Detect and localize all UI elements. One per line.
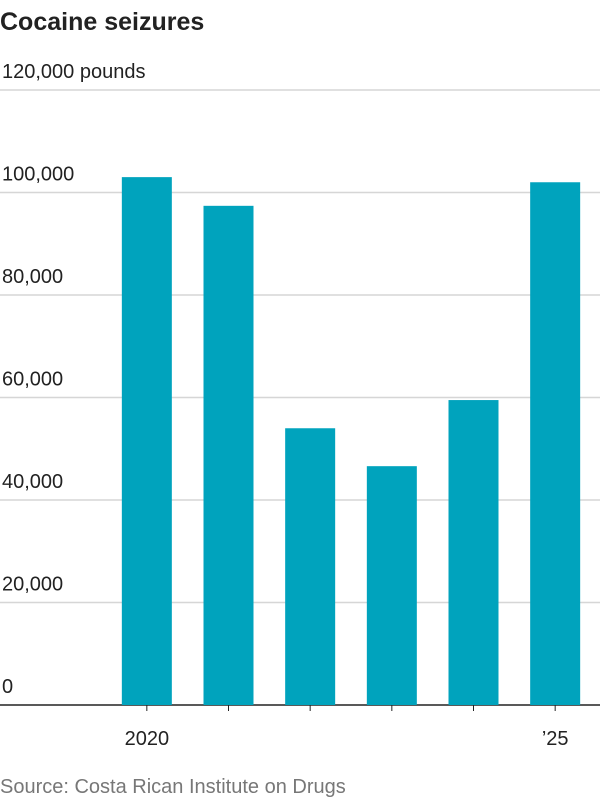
x-tick-label: ’25 (542, 728, 569, 750)
bar (366, 466, 417, 705)
y-tick-label: 20,000 (2, 574, 63, 596)
y-tick-label: 80,000 (2, 266, 63, 288)
y-tick-label: 120,000 pounds (2, 61, 145, 83)
bar (203, 205, 254, 705)
bar (285, 428, 336, 705)
chart-title: Cocaine seizures (0, 8, 204, 36)
x-tick-label: 2020 (125, 728, 170, 750)
y-tick-label: 100,000 (2, 164, 74, 186)
bar (530, 182, 581, 705)
bar (121, 177, 172, 705)
y-tick-label: 40,000 (2, 471, 63, 493)
y-tick-label: 60,000 (2, 369, 63, 391)
y-tick-label: 0 (2, 676, 13, 698)
source: Source: Costa Rican Institute on Drugs (0, 776, 346, 798)
bar (448, 400, 499, 705)
